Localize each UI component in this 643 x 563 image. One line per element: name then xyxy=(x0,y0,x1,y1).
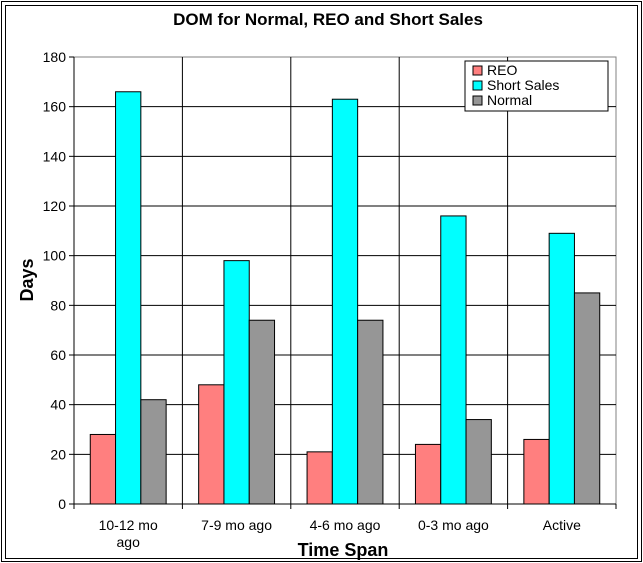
bar-short-sales xyxy=(223,260,250,505)
bar-reo xyxy=(306,451,333,505)
y-tick-label: 0 xyxy=(58,496,66,512)
bar-reo xyxy=(89,433,117,505)
bar-normal xyxy=(140,399,167,505)
x-tick-label: 4-6 mo ago xyxy=(310,517,381,533)
y-tick-label: 60 xyxy=(50,347,66,363)
legend-swatch xyxy=(472,80,483,91)
y-tick-label: 120 xyxy=(43,198,67,214)
x-axis-title: Time Span xyxy=(298,540,389,560)
bar-reo xyxy=(198,384,225,505)
bar-normal xyxy=(248,319,276,505)
bar-normal xyxy=(357,319,384,505)
x-tick-label: ago xyxy=(117,534,141,550)
x-tick-label: Active xyxy=(543,517,581,533)
bar-reo xyxy=(414,443,442,505)
y-tick-label: 140 xyxy=(43,148,67,164)
x-tick-label: 10-12 mo xyxy=(99,517,158,533)
y-tick-label: 20 xyxy=(50,446,66,462)
y-axis: 0 20 40 60 80 100 120 140 160 180 xyxy=(43,49,75,512)
legend-label: REO xyxy=(487,62,517,78)
bar-short-sales xyxy=(115,91,142,505)
bar-short-sales xyxy=(440,215,467,505)
legend-label: Normal xyxy=(487,92,532,108)
y-tick-label: 80 xyxy=(50,297,66,313)
bar-short-sales xyxy=(548,232,575,505)
bar-normal xyxy=(573,292,601,505)
bar-reo xyxy=(523,438,550,505)
y-tick-label: 160 xyxy=(43,99,67,115)
legend-box xyxy=(464,60,609,112)
chart-title: DOM for Normal, REO and Short Sales xyxy=(173,10,483,29)
bar-normal xyxy=(465,419,492,505)
x-tick-label: 7-9 mo ago xyxy=(201,517,272,533)
legend-swatch xyxy=(472,95,483,106)
y-tick-label: 180 xyxy=(43,49,67,65)
bars xyxy=(89,91,601,505)
chart-inner-border xyxy=(5,5,638,559)
x-tick-label: 0-3 mo ago xyxy=(418,517,489,533)
y-tick-label: 40 xyxy=(50,397,66,413)
y-tick-label: 100 xyxy=(43,248,67,264)
legend-swatch xyxy=(472,65,483,76)
y-axis-title: Days xyxy=(17,258,37,301)
legend-label: Short Sales xyxy=(487,77,559,93)
bar-short-sales xyxy=(331,98,359,505)
